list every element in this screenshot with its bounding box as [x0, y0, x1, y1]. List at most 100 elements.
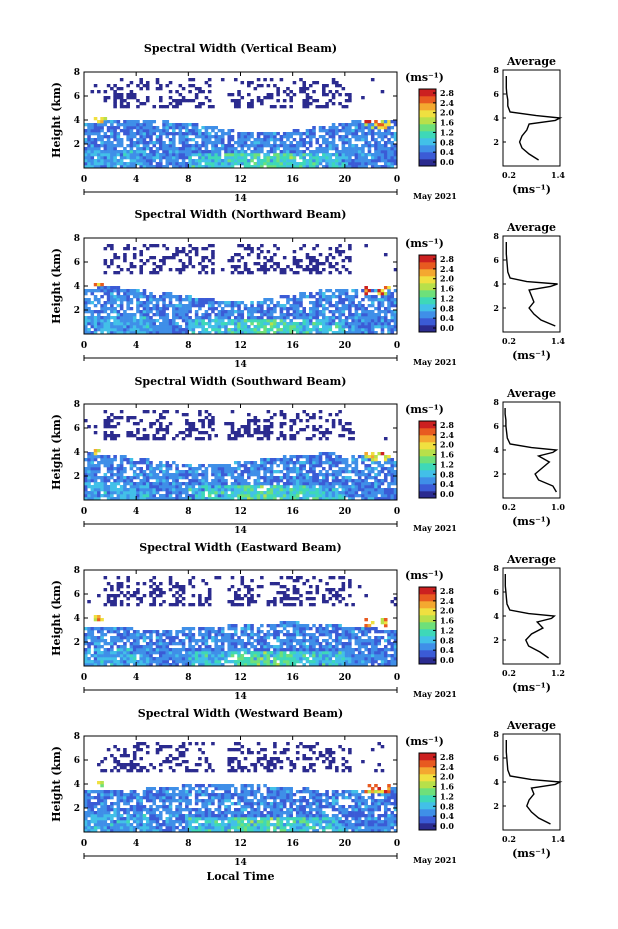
heatmap-cell	[240, 660, 245, 664]
heatmap-cell	[136, 636, 140, 640]
heatmap-cell	[113, 479, 117, 483]
heatmap-cell	[393, 123, 398, 127]
heatmap-cell	[318, 328, 323, 332]
heatmap-cell	[214, 319, 218, 323]
heatmap-cell	[119, 93, 124, 97]
heatmap-cell	[172, 313, 176, 317]
heatmap-cell	[162, 307, 166, 311]
heatmap-cell	[233, 651, 238, 655]
heatmap-cell	[263, 425, 267, 429]
heatmap-cell	[263, 78, 267, 82]
heatmap-cell	[110, 603, 114, 607]
colorbar-tick-label: 2.0	[440, 274, 454, 284]
heatmap-cell	[315, 428, 320, 432]
heatmap-cell	[348, 165, 352, 169]
heatmap-cell	[335, 162, 339, 166]
heatmap-cell	[207, 90, 212, 94]
heatmap-cell	[325, 289, 329, 293]
heatmap-cell	[273, 458, 277, 462]
x-tick-label: 12	[234, 341, 247, 351]
heatmap-cell	[348, 310, 352, 314]
heatmap-cell	[198, 419, 202, 423]
heatmap-cell	[217, 645, 222, 649]
heatmap-cell	[201, 331, 205, 335]
heatmap-cell	[126, 247, 130, 251]
heatmap-cell	[113, 485, 117, 489]
heatmap-cell	[90, 126, 95, 130]
heatmap-cell	[129, 491, 134, 495]
heatmap-cell	[370, 485, 375, 489]
heatmap-cell	[100, 120, 104, 124]
heatmap-cell	[97, 482, 101, 486]
heatmap-cell	[188, 473, 192, 477]
heatmap-cell	[253, 328, 258, 332]
heatmap-cell	[178, 93, 183, 97]
heatmap-cell	[119, 473, 124, 477]
heatmap-cell	[165, 129, 170, 133]
heatmap-cell	[233, 99, 238, 103]
heatmap-cell	[116, 322, 121, 326]
heatmap-cell	[149, 129, 153, 133]
heatmap-cell	[139, 636, 143, 640]
heatmap-cell	[84, 467, 88, 471]
heatmap-cell	[312, 325, 316, 329]
heatmap-cell	[198, 319, 202, 323]
heatmap-cell	[237, 467, 241, 471]
heatmap-cell	[172, 126, 176, 130]
heatmap-cell	[289, 159, 293, 163]
heatmap-cell	[87, 600, 91, 604]
heatmap-cell	[110, 630, 114, 634]
heatmap-cell	[380, 132, 385, 136]
heatmap-cell	[364, 476, 368, 480]
profile-y-tick-label: 8	[493, 397, 499, 407]
heatmap-cell	[344, 491, 349, 495]
heatmap-cell	[149, 298, 153, 302]
heatmap-cell	[312, 256, 316, 260]
heatmap-cell	[145, 144, 150, 148]
heatmap-cell	[233, 627, 238, 631]
heatmap-cell	[289, 144, 293, 148]
heatmap-cell	[142, 497, 147, 501]
heatmap-cell	[279, 485, 284, 489]
heatmap-cell	[152, 660, 157, 664]
heatmap-cell	[211, 627, 215, 631]
heatmap-cell	[152, 491, 157, 495]
heatmap-cell	[152, 244, 157, 248]
heatmap-cell	[348, 328, 352, 332]
heatmap-cell	[201, 247, 205, 251]
heatmap-cell	[116, 482, 121, 486]
heatmap-cell	[247, 159, 251, 163]
heatmap-cell	[227, 651, 232, 655]
heatmap-cell	[266, 132, 271, 136]
heatmap-cell	[194, 159, 199, 163]
heatmap-cell	[155, 633, 160, 637]
heatmap-cell	[250, 419, 254, 423]
heatmap-cell	[188, 645, 192, 649]
heatmap-cell	[142, 244, 147, 248]
heatmap-cell	[194, 132, 199, 136]
heatmap-cell	[250, 150, 254, 154]
heatmap-cell	[361, 153, 365, 157]
heatmap-cell	[344, 488, 349, 492]
heatmap-cell	[129, 129, 134, 133]
heatmap-cell	[227, 316, 232, 320]
heatmap-cell	[198, 159, 202, 163]
heatmap-cell	[361, 331, 365, 335]
heatmap-cell	[188, 479, 192, 483]
heatmap-cell	[374, 479, 378, 483]
heatmap-cell	[155, 491, 160, 495]
heatmap-cell	[165, 657, 170, 661]
heatmap-cell	[282, 135, 287, 139]
heatmap-cell	[260, 485, 264, 489]
heatmap-cell	[158, 138, 163, 142]
heatmap-cell	[253, 497, 258, 501]
heatmap-cell	[84, 289, 88, 293]
heatmap-cell	[207, 298, 212, 302]
heatmap-cell	[338, 159, 342, 163]
heatmap-cell	[279, 491, 284, 495]
heatmap-cell	[158, 144, 163, 148]
heatmap-cell	[240, 473, 245, 477]
heatmap-cell	[201, 464, 205, 468]
heatmap-cell	[318, 304, 323, 308]
heatmap-cell	[312, 268, 316, 272]
